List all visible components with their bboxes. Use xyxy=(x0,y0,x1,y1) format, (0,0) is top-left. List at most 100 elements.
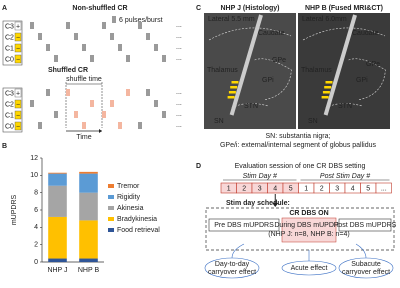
region-label: Caudate xyxy=(352,30,379,37)
pulse xyxy=(46,44,50,51)
pulse xyxy=(66,22,70,29)
pulse xyxy=(74,111,78,118)
day-number: 1 xyxy=(227,185,231,192)
post-label: Post DBS mUPDRS xyxy=(334,222,397,229)
image-label: Lateral 6.0mm xyxy=(302,16,347,23)
row-ellipsis: ... xyxy=(176,55,182,62)
day-number: 3 xyxy=(258,185,262,192)
row-ellipsis: ... xyxy=(176,22,182,29)
polarity: − xyxy=(16,101,20,108)
effect-label: Subacute xyxy=(351,261,381,268)
bar-segment xyxy=(48,216,67,259)
y-tick-label: 2 xyxy=(34,242,38,249)
electrode-contact xyxy=(227,96,235,99)
pulse xyxy=(82,122,86,129)
pulse xyxy=(54,111,58,118)
pulse xyxy=(138,22,142,29)
polarity-box xyxy=(14,110,22,120)
region-label: Thalamus xyxy=(207,67,238,74)
pulse xyxy=(90,55,94,62)
effect-label: carryover effect xyxy=(208,269,256,276)
electrode xyxy=(229,14,263,116)
legend-label: Tremor xyxy=(117,183,140,190)
pulse xyxy=(46,89,50,96)
region-outline xyxy=(208,27,292,41)
bar-segment xyxy=(48,172,67,174)
region-outline xyxy=(348,58,386,101)
electrode-contact xyxy=(321,96,329,99)
day-number: 4 xyxy=(351,185,355,192)
effect-connector xyxy=(355,243,367,259)
legend-swatch xyxy=(112,16,116,23)
polarity: − xyxy=(16,45,20,52)
pulse xyxy=(102,22,106,29)
polarity-box xyxy=(14,54,22,64)
region-label: STN xyxy=(244,103,258,110)
polarity: − xyxy=(16,34,20,41)
caption: GPe/i: external/internal segment of glob… xyxy=(220,142,377,149)
day-number: ... xyxy=(381,185,387,192)
electrode-contact xyxy=(228,91,236,94)
region-label: SN xyxy=(308,118,318,125)
x-tick-label: NHP J xyxy=(47,267,67,274)
polarity-box xyxy=(14,88,22,98)
pulse xyxy=(154,100,158,107)
pre-box xyxy=(208,218,280,232)
pulse xyxy=(66,89,70,96)
y-tick-label: 12 xyxy=(30,155,38,162)
polarity: − xyxy=(16,112,20,119)
day-number: 5 xyxy=(366,185,370,192)
y-tick-label: 8 xyxy=(34,190,38,197)
row-ellipsis: ... xyxy=(176,89,182,96)
electrode-contact xyxy=(322,91,330,94)
panel-letter: A xyxy=(2,5,7,12)
pulse xyxy=(30,100,34,107)
day-number: 1 xyxy=(304,185,308,192)
time-label: Time xyxy=(76,134,91,141)
effect-label: Day-to-day xyxy=(215,261,250,268)
pulse xyxy=(90,100,94,107)
channel-label: C0 xyxy=(5,123,14,130)
pulse xyxy=(38,122,42,129)
channel-label: C2 xyxy=(5,34,14,41)
during-label: (NHP J: n=8, NHP B: n=4) xyxy=(268,231,349,238)
legend-label: Bradykinesia xyxy=(117,216,157,223)
caption: SN: substantia nigra; xyxy=(266,133,331,140)
x-tick-label: NHP B xyxy=(78,267,100,274)
polarity: + xyxy=(16,90,20,97)
bar-segment xyxy=(48,258,67,262)
y-tick-label: 6 xyxy=(34,207,38,214)
y-axis-label: mUPDRS xyxy=(11,195,18,226)
polarity: − xyxy=(16,123,20,130)
region-outline xyxy=(302,27,386,41)
bar-segment xyxy=(79,173,98,193)
channel-box xyxy=(2,20,23,66)
channel-label: C1 xyxy=(5,112,14,119)
legend-label: 6 pulses/burst xyxy=(119,17,163,24)
channel-label: C2 xyxy=(5,101,14,108)
arrow-head xyxy=(272,203,279,207)
legend-swatch xyxy=(108,184,114,188)
channel-box xyxy=(2,87,23,133)
image-label: Lateral 5.5 mm xyxy=(208,16,255,23)
polarity-box xyxy=(14,43,22,53)
period-label: Stim Day # xyxy=(243,173,277,180)
during-label: During DBS mUPDRS xyxy=(274,222,344,229)
pulse xyxy=(162,55,166,62)
cr-on-label: CR DBS ON xyxy=(289,210,328,217)
y-tick-label: 10 xyxy=(30,172,38,179)
day-number: 5 xyxy=(289,185,293,192)
image-title: NHP B (Fused MRI&CT) xyxy=(305,5,383,12)
day-number: 3 xyxy=(335,185,339,192)
day-box xyxy=(375,182,392,194)
legend-swatch xyxy=(108,228,114,232)
day-number: 2 xyxy=(242,185,246,192)
pulse xyxy=(74,33,78,40)
pulse xyxy=(54,55,58,62)
pulse xyxy=(126,89,130,96)
bar-segment xyxy=(79,192,98,221)
section-title: Non-shuffled CR xyxy=(72,5,127,12)
electrode-contact xyxy=(231,81,239,84)
bar-segment xyxy=(79,258,98,262)
